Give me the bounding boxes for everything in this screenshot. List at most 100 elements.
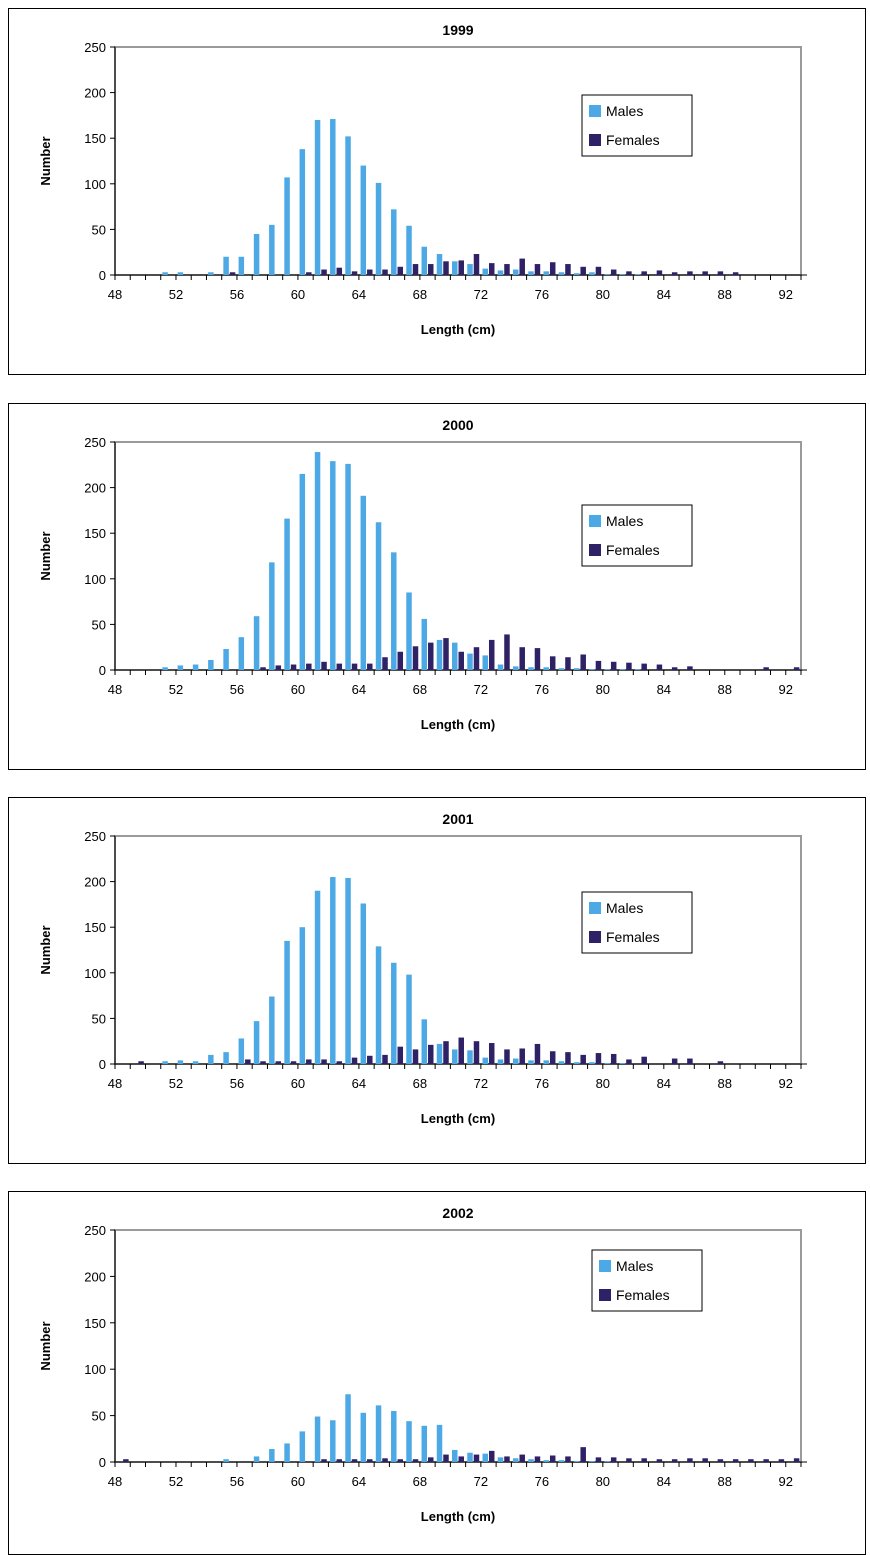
bar-males-77 — [558, 272, 565, 275]
x-tick-label: 56 — [230, 682, 244, 697]
bar-females-68 — [428, 1457, 434, 1462]
bar-males-79 — [589, 669, 595, 670]
bar-females-68 — [428, 1044, 434, 1064]
bar-males-54 — [208, 659, 214, 670]
y-axis-label: Number — [38, 531, 53, 580]
bar-males-76 — [543, 271, 549, 275]
y-tick-label: 200 — [84, 86, 106, 101]
chart-panel-1999: 1999 0 50 100 150 200 250 48 52 56 60 64 68 72 76 80 84 8… — [8, 8, 866, 375]
x-tick-label: 92 — [779, 1076, 793, 1091]
bar-males-67 — [406, 592, 412, 670]
bar-males-68 — [421, 1019, 428, 1064]
x-tick-label: 92 — [779, 682, 793, 697]
y-tick-label: 150 — [84, 920, 106, 935]
bar-males-64 — [360, 165, 367, 275]
x-tick-label: 88 — [718, 287, 732, 302]
bar-males-73 — [497, 270, 504, 275]
bar-females-62 — [336, 1459, 343, 1462]
bar-females-82 — [641, 1458, 647, 1462]
legend: Males Females — [581, 504, 693, 567]
x-tick-label: 80 — [596, 1076, 610, 1091]
y-tick-label: 150 — [84, 526, 106, 541]
bar-males-76 — [543, 1460, 549, 1462]
bar-males-56 — [238, 637, 245, 670]
chart-panel-2002: 2002 0 50 100 150 200 250 48 52 56 60 64 68 72 76 80 84 8… — [8, 1191, 866, 1555]
bar-females-76 — [549, 1051, 556, 1064]
bar-males-71 — [467, 653, 473, 670]
legend: Males Females — [581, 891, 693, 954]
bar-males-69 — [436, 639, 443, 670]
bar-males-76 — [543, 1060, 549, 1064]
bar-males-66 — [391, 1410, 397, 1462]
x-tick-label: 52 — [169, 1076, 183, 1091]
bar-males-55 — [223, 1052, 229, 1064]
x-tick-label: 64 — [352, 1076, 366, 1091]
bar-males-56 — [238, 256, 245, 275]
x-tick-label: 60 — [291, 287, 305, 302]
bar-females-85 — [687, 1058, 693, 1064]
bar-females-81 — [626, 1059, 632, 1064]
bar-females-74 — [519, 258, 525, 275]
bar-males-71 — [467, 1050, 473, 1064]
bar-females-79 — [595, 266, 602, 275]
chart-svg-1: 2000 0 50 100 150 200 250 48 52 56 60 64 68 72 76 80 84 8… — [38, 417, 807, 732]
bar-females-70 — [458, 651, 464, 670]
bar-males-62 — [330, 119, 336, 275]
x-tick-label: 56 — [230, 287, 244, 302]
x-tick-label: 52 — [169, 287, 183, 302]
bar-females-73 — [504, 634, 510, 670]
bar-females-77 — [565, 1052, 571, 1064]
bar-males-64 — [360, 1412, 367, 1462]
bar-males-74 — [512, 269, 519, 275]
chart-panel-2001: 2001 0 50 100 150 200 250 48 52 56 60 64 68 72 76 80 84 8… — [8, 797, 866, 1164]
bar-females-58 — [275, 665, 282, 670]
bar-females-80 — [610, 1457, 617, 1462]
y-tick-label: 200 — [84, 875, 106, 890]
bar-females-59 — [290, 1061, 297, 1064]
bar-females-86 — [702, 271, 708, 275]
x-tick-label: 64 — [352, 287, 366, 302]
bar-females-69 — [443, 1454, 449, 1462]
bar-females-66 — [397, 1046, 404, 1064]
legend-label-females: Females — [606, 542, 660, 558]
x-tick-label: 76 — [535, 682, 549, 697]
x-axis-label: Length (cm) — [421, 1111, 495, 1126]
bar-females-87 — [717, 1061, 724, 1064]
bar-females-90 — [763, 1459, 769, 1462]
y-tick-label: 100 — [84, 1362, 106, 1377]
bar-males-77 — [558, 668, 565, 670]
bar-females-92 — [793, 1458, 800, 1462]
bar-males-61 — [314, 890, 321, 1064]
bar-females-61 — [321, 269, 327, 275]
y-axis-label: Number — [38, 136, 53, 185]
chart-svg-3: 2002 0 50 100 150 200 250 48 52 56 60 64 68 72 76 80 84 8… — [38, 1205, 807, 1524]
bar-females-69 — [443, 1041, 449, 1064]
bar-females-72 — [488, 639, 495, 670]
bar-females-78 — [580, 266, 586, 275]
bar-males-52 — [177, 272, 184, 275]
bar-males-75 — [528, 1459, 534, 1462]
bar-females-82 — [641, 663, 647, 670]
legend: Males Females — [581, 94, 693, 157]
bar-females-49 — [138, 1061, 144, 1064]
bar-females-73 — [504, 264, 510, 275]
bar-males-79 — [589, 272, 595, 275]
x-tick-label: 80 — [596, 682, 610, 697]
x-tick-label: 84 — [657, 1474, 671, 1489]
bar-females-66 — [397, 651, 404, 670]
bar-males-53 — [192, 664, 199, 670]
x-tick-label: 60 — [291, 1474, 305, 1489]
x-tick-label: 52 — [169, 1474, 183, 1489]
chart-title: 2001 — [442, 811, 473, 827]
bar-females-73 — [504, 1049, 510, 1064]
bar-males-60 — [299, 473, 306, 670]
bar-males-70 — [452, 1049, 458, 1064]
bar-females-83 — [656, 664, 663, 670]
x-tick-label: 88 — [718, 1474, 732, 1489]
bar-females-83 — [656, 1459, 663, 1462]
bar-males-63 — [345, 463, 351, 670]
bar-females-70 — [458, 260, 464, 275]
y-tick-label: 100 — [84, 966, 106, 981]
bar-females-81 — [626, 662, 632, 670]
legend: Males Females — [591, 1249, 703, 1312]
